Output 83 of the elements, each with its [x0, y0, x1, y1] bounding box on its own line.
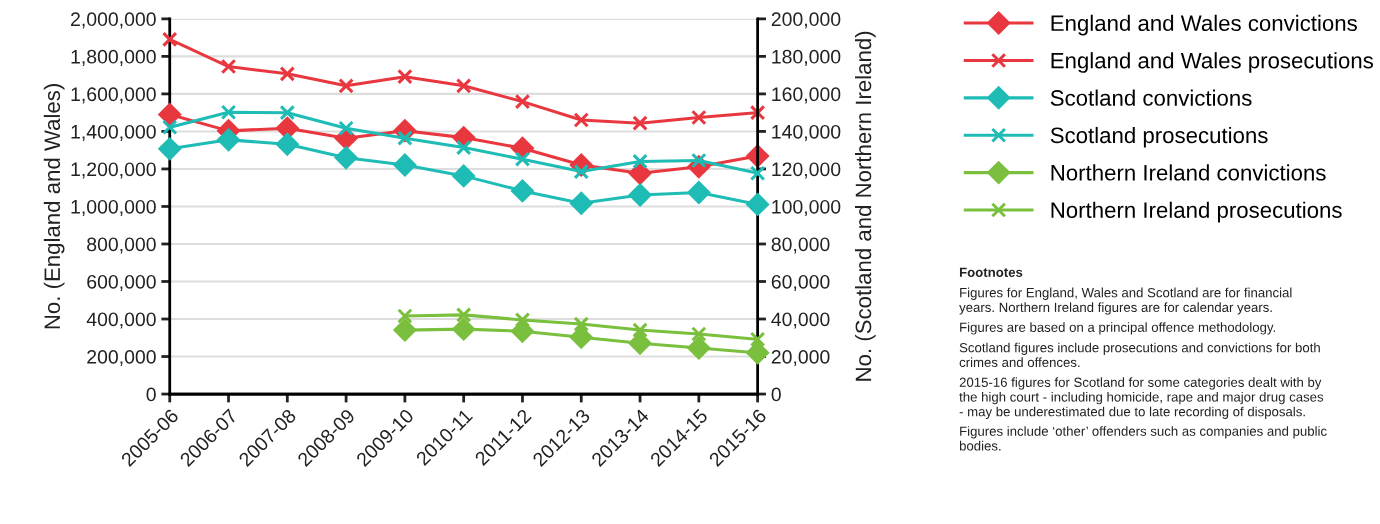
y2-tick-label: 140,000 — [772, 124, 841, 141]
point — [452, 317, 476, 341]
point — [279, 104, 296, 121]
y-tick-label: 600,000 — [87, 274, 156, 292]
legend-label: Northern Ireland prosecutions — [1051, 201, 1342, 223]
text: Footnotes — [959, 267, 1023, 277]
y2-tick-label: 0 — [771, 387, 781, 402]
point — [158, 137, 182, 161]
point — [275, 132, 299, 156]
y-tick-label: 2,000,000 — [71, 12, 156, 29]
point — [628, 161, 652, 185]
y2-tick-label: 100,000 — [772, 199, 841, 216]
y2-tick-label: 60,000 — [771, 274, 830, 292]
point — [687, 336, 711, 360]
point — [749, 104, 766, 121]
point — [217, 128, 240, 152]
y2-tick-label: 180,000 — [772, 49, 841, 66]
y-tick-label: 1,800,000 — [71, 49, 156, 66]
point — [452, 164, 476, 188]
point — [514, 312, 531, 328]
y-tick-label: 1,000,000 — [71, 199, 156, 216]
text: Figures include ‘other’ offenders such as companies and public bodies. — [959, 426, 1327, 451]
point — [393, 153, 417, 177]
point — [514, 151, 531, 167]
legend-label: England and Wales prosecutions — [1051, 52, 1373, 73]
point — [632, 153, 648, 170]
text: Figures are based on a principal offence methodology. — [960, 322, 1276, 335]
point — [455, 307, 472, 323]
point — [220, 104, 237, 121]
y-tick-label: 1,600,000 — [71, 87, 156, 104]
point — [397, 308, 413, 324]
y2-tick-label: 120,000 — [772, 162, 841, 179]
point — [338, 120, 354, 137]
legend-label: England and Wales convictions — [1051, 14, 1357, 36]
point — [514, 93, 531, 110]
y2-tick-label: 200,000 — [771, 12, 841, 29]
point — [691, 326, 707, 342]
y-tick-label: 800,000 — [87, 237, 156, 254]
point — [573, 112, 590, 128]
point — [746, 193, 769, 216]
y-axis-title: No. (England and Wales) — [43, 84, 65, 329]
point — [573, 316, 590, 332]
y-tick-label: 400,000 — [86, 312, 156, 329]
legend-label: Scotland prosecutions — [1050, 126, 1268, 148]
point — [334, 146, 358, 170]
point — [632, 115, 648, 131]
point — [393, 318, 417, 342]
y2-axis-title: No. (Scotland and Northern Ireland) — [854, 31, 876, 381]
y-tick-label: 1,200,000 — [71, 162, 156, 179]
point — [569, 325, 593, 349]
y-tick-label: 200,000 — [87, 350, 156, 367]
point — [220, 58, 237, 75]
y2-tick-label: 160,000 — [772, 87, 841, 104]
point — [628, 331, 652, 355]
point — [279, 66, 296, 82]
point — [161, 31, 178, 48]
text: Figures for England, Wales and Scotland are for financial years. Northern Ireland figures are for calendar years. — [959, 287, 1292, 315]
point — [158, 103, 182, 126]
point — [455, 139, 472, 156]
point — [746, 341, 769, 365]
y-tick-label: 0 — [146, 387, 156, 402]
y2-tick-label: 20,000 — [771, 350, 830, 367]
point — [338, 78, 354, 94]
point — [691, 109, 707, 126]
point — [632, 322, 648, 338]
y2-tick-label: 80,000 — [771, 237, 830, 254]
point — [687, 181, 711, 204]
point — [511, 136, 534, 160]
point — [749, 165, 766, 182]
text: 2015-16 figures for Scotland for some categories dealt with by the high court - including homicide, rape and major drug cases - may be underestimated due to late recording of disposals. — [959, 377, 1324, 419]
point — [455, 78, 472, 94]
point — [511, 319, 534, 343]
point — [569, 191, 593, 215]
point — [397, 68, 413, 85]
point — [161, 119, 178, 136]
legend-label: Northern Ireland convictions — [1051, 164, 1326, 181]
point — [511, 179, 534, 203]
legend-label: Scotland convictions — [1050, 89, 1252, 106]
y2-tick-label: 40,000 — [771, 312, 830, 329]
text: Scotland figures include prosecutions and convictions for both crimes and offences. — [959, 342, 1320, 368]
point — [628, 183, 652, 207]
point — [749, 331, 766, 348]
y-tick-label: 1,400,000 — [71, 124, 156, 141]
